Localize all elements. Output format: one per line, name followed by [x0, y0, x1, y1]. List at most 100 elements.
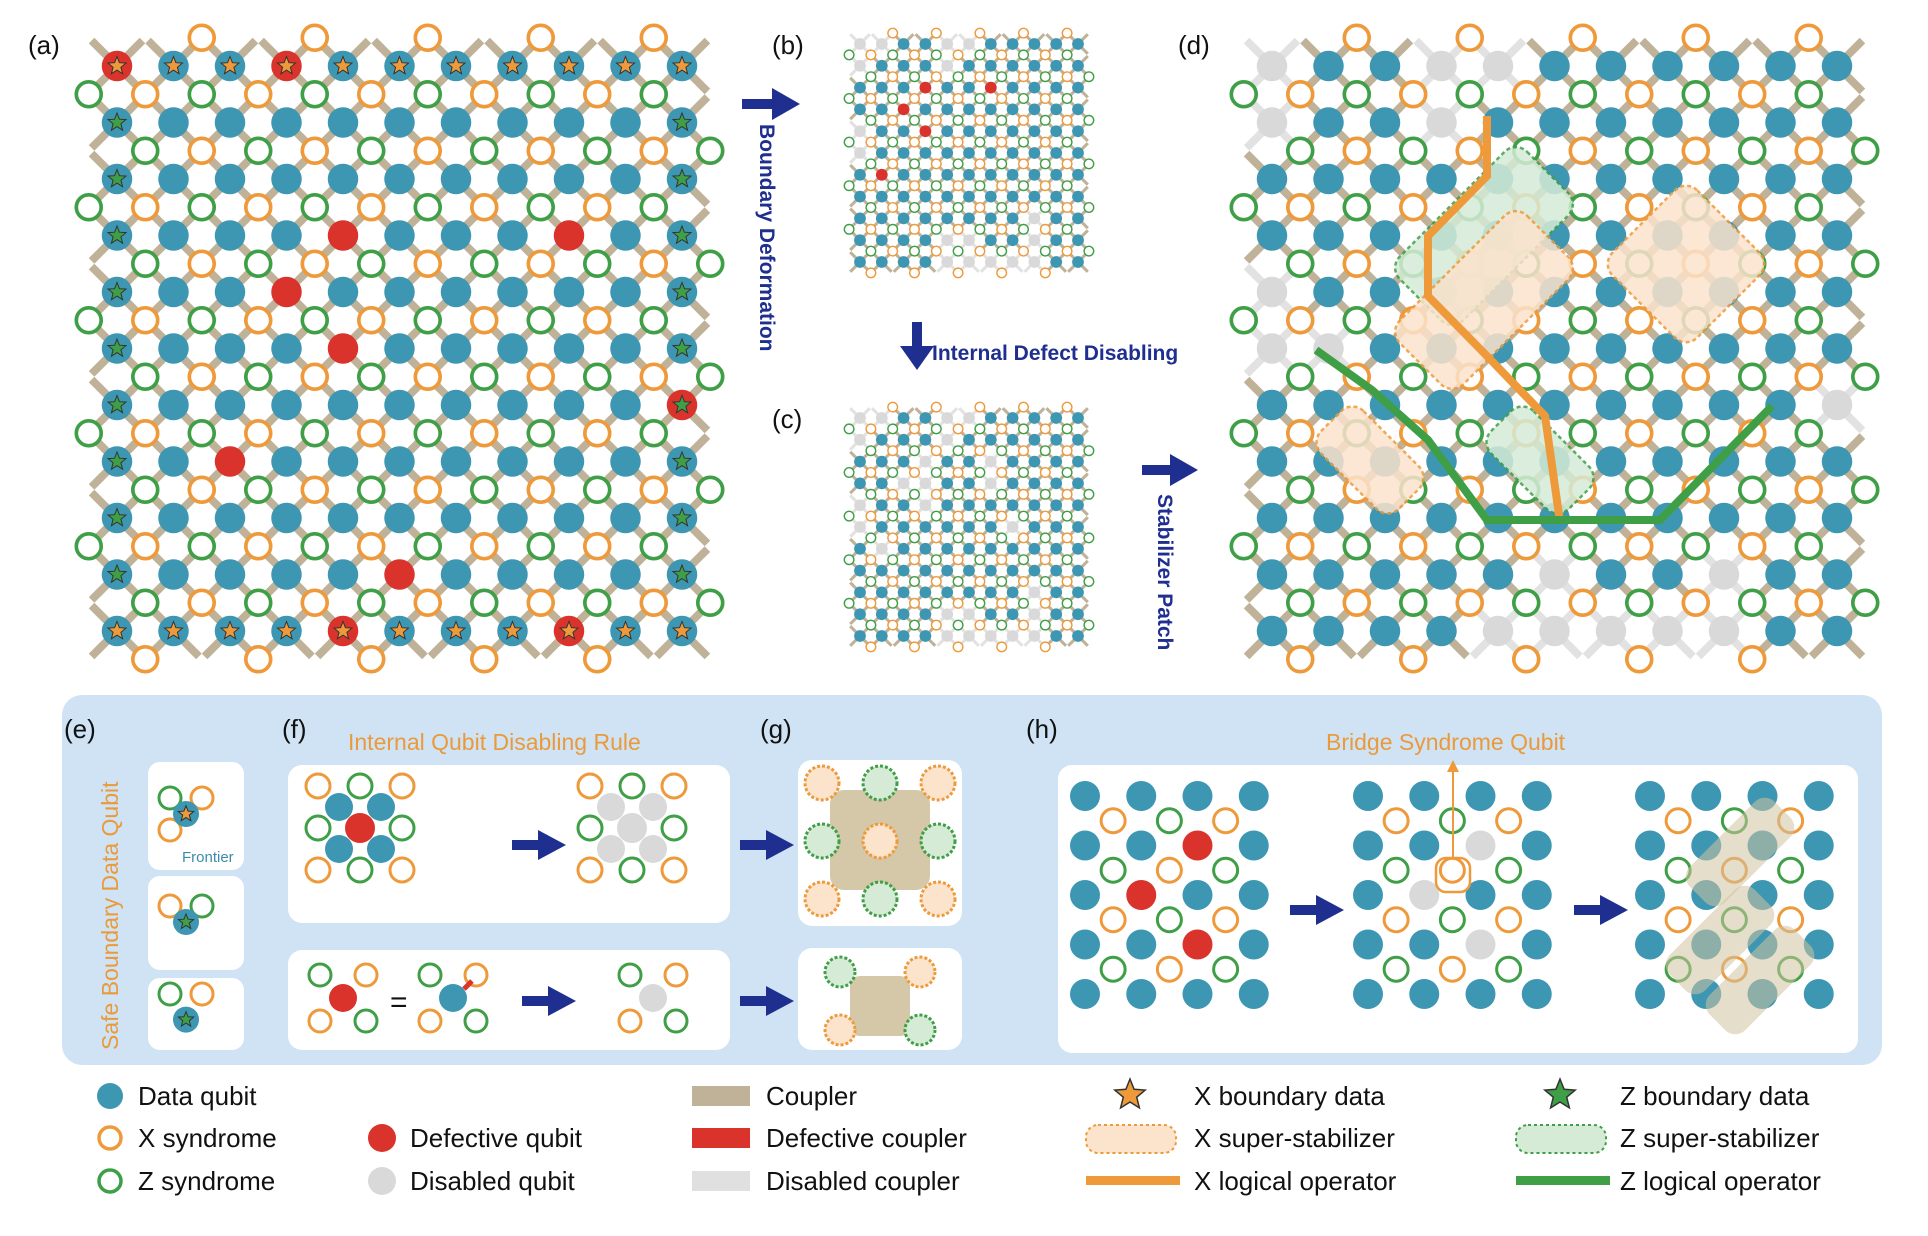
defective-qubit	[214, 446, 246, 477]
data-qubit	[854, 630, 866, 642]
x-boundary-star-icon	[163, 620, 184, 640]
z-syndrome	[908, 575, 921, 588]
x-boundary-star-icon	[332, 55, 354, 75]
data-qubit	[1353, 830, 1383, 861]
x-syndrome	[1061, 575, 1073, 588]
z-syndrome	[618, 856, 646, 884]
x-syndrome	[996, 267, 1008, 279]
z-syndrome	[582, 362, 612, 392]
z-syndrome	[1681, 418, 1711, 448]
x-syndrome	[908, 49, 921, 61]
x-syndrome	[187, 136, 217, 166]
z-syndrome	[1039, 532, 1051, 544]
data-qubit	[1369, 163, 1401, 195]
defective-qubit	[919, 125, 932, 138]
z-syndrome	[1017, 180, 1030, 192]
z-syndrome	[1681, 531, 1711, 561]
x-syndrome	[1039, 597, 1051, 609]
x-syndrome	[1438, 856, 1466, 884]
x-syndrome	[1794, 23, 1824, 53]
defective-qubit	[329, 984, 357, 1012]
z-syndrome	[1398, 136, 1428, 166]
data-qubit	[854, 455, 866, 468]
z-syndrome	[1794, 418, 1824, 448]
data-qubit	[1635, 929, 1665, 960]
z-syndrome	[526, 418, 556, 448]
stabilizer-patch-arrow	[1142, 454, 1198, 486]
x-syndrome	[908, 180, 921, 192]
z-boundary-star-icon	[671, 111, 693, 132]
z-syndrome	[1495, 955, 1523, 983]
x-syndrome	[243, 305, 273, 335]
x-syndrome	[582, 305, 612, 335]
data-qubit	[1708, 107, 1740, 138]
panel-label-e: (e)	[64, 714, 96, 744]
z-syndrome	[576, 814, 604, 842]
x-syndrome	[996, 510, 1008, 522]
data-qubit	[1539, 107, 1570, 138]
data-qubit	[963, 542, 975, 555]
x-syndrome	[930, 245, 942, 257]
panel-h-arrow-1	[1290, 895, 1344, 925]
disabled-qubit	[854, 59, 866, 72]
x-syndrome	[861, 822, 899, 860]
x-boundary-star-icon	[106, 55, 128, 75]
disabled-qubit	[984, 477, 997, 490]
data-qubit	[963, 168, 975, 181]
z-syndrome	[1398, 362, 1428, 392]
data-qubit	[553, 276, 585, 308]
data-qubit	[1426, 163, 1457, 195]
x-syndrome	[930, 488, 942, 500]
data-qubit	[1050, 59, 1063, 72]
data-qubit	[1182, 979, 1213, 1009]
x-syndrome	[469, 305, 499, 335]
z-syndrome	[887, 223, 899, 235]
data-qubit	[941, 81, 954, 94]
z-syndrome	[865, 245, 877, 257]
data-qubit	[1409, 979, 1440, 1009]
disabled-qubit	[984, 256, 997, 268]
data-qubit	[1652, 389, 1683, 421]
x-syndrome	[1061, 488, 1073, 500]
panel-h-diagrams	[1070, 760, 1834, 1035]
z-syndrome	[417, 962, 443, 988]
x-syndrome	[1568, 362, 1598, 392]
data-qubit	[1238, 781, 1269, 811]
data-qubit	[875, 564, 888, 577]
data-qubit	[984, 190, 997, 203]
z-syndrome	[996, 488, 1008, 500]
z-syndrome	[1039, 488, 1051, 500]
x-syndrome	[1794, 362, 1824, 392]
z-syndrome	[908, 488, 921, 500]
data-qubit	[1821, 276, 1853, 308]
x-syndrome	[1664, 807, 1692, 835]
data-qubit	[1369, 220, 1401, 251]
z-syndrome	[130, 136, 160, 166]
x-syndrome	[908, 423, 921, 435]
disabled-qubit	[963, 234, 975, 247]
defective-qubit	[1182, 929, 1213, 960]
data-qubit	[1028, 455, 1041, 468]
data-qubit	[1595, 389, 1627, 421]
z-syndrome	[996, 71, 1008, 83]
x-syndrome	[1794, 249, 1824, 279]
z-syndrome	[1511, 588, 1541, 618]
x-syndrome	[930, 532, 942, 544]
data-qubit	[919, 564, 932, 577]
z-syndrome	[187, 418, 217, 448]
data-qubit	[327, 107, 359, 138]
data-qubit	[553, 502, 585, 534]
data-qubit	[1072, 564, 1084, 577]
disabled-qubit	[941, 59, 954, 72]
x-syndrome	[974, 488, 986, 500]
data-qubit	[1521, 880, 1552, 910]
disabled-qubit	[1256, 50, 1288, 82]
z-syndrome	[1061, 554, 1073, 566]
x-syndrome	[952, 641, 964, 653]
disabled-qubit	[1006, 256, 1019, 268]
x-syndrome	[996, 223, 1008, 235]
x-syndrome	[1017, 488, 1030, 500]
data-qubit	[1070, 781, 1100, 811]
z-syndrome	[865, 201, 877, 214]
x-syndrome	[1039, 267, 1051, 279]
